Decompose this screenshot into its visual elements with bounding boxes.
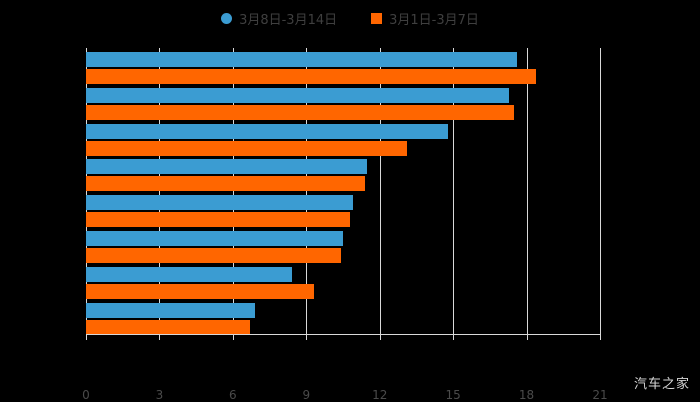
legend-marker-circle-icon — [221, 12, 233, 24]
gridline — [232, 48, 234, 335]
gridline — [379, 48, 381, 335]
bar[interactable] — [86, 52, 517, 67]
legend-marker-square-icon — [371, 12, 383, 24]
legend-label-series-0: 3月8日-3月14日 — [239, 12, 338, 28]
bar[interactable] — [86, 319, 250, 335]
watermark: 汽车之家 — [633, 377, 690, 392]
bar[interactable] — [86, 176, 366, 192]
bar[interactable] — [86, 266, 292, 282]
bar[interactable] — [86, 87, 510, 103]
gridline — [526, 48, 528, 335]
bar[interactable] — [86, 123, 449, 139]
legend-item-series-0[interactable]: 3月8日-3月14日 — [221, 9, 337, 28]
gridline — [159, 48, 161, 335]
bar[interactable] — [86, 140, 407, 156]
x-axis-tick-label: 12 — [372, 388, 388, 402]
bar[interactable] — [86, 195, 353, 211]
x-axis-tick-label: 6 — [229, 388, 237, 402]
x-axis-tick-mark — [526, 335, 528, 340]
x-axis-tick-mark — [306, 335, 308, 340]
bar[interactable] — [86, 231, 343, 246]
gridline — [86, 48, 87, 335]
bar[interactable] — [86, 104, 515, 120]
x-axis-tick-label: 18 — [518, 388, 535, 402]
bar[interactable] — [86, 159, 368, 175]
chart-legend: 3月8日-3月14日 3月1日-3月7日 — [0, 6, 700, 30]
legend-label-series-1: 3月1日-3月7日 — [389, 12, 479, 28]
gridline — [600, 48, 601, 335]
x-axis-tick-mark — [453, 335, 455, 340]
bar[interactable] — [86, 283, 314, 299]
x-axis-tick-label: 21 — [592, 388, 608, 402]
x-axis-line — [86, 334, 601, 335]
bar[interactable] — [86, 69, 537, 84]
legend-item-series-1[interactable]: 3月1日-3月7日 — [371, 9, 479, 28]
bar[interactable] — [86, 302, 255, 318]
x-axis-tick-label: 15 — [445, 388, 461, 402]
x-axis-tick-mark — [86, 335, 87, 340]
x-axis-tick-label: 0 — [82, 388, 90, 402]
x-axis-tick-mark — [600, 335, 601, 340]
x-axis-tick-label: 9 — [302, 388, 311, 402]
bar[interactable] — [86, 248, 341, 263]
bar[interactable] — [86, 212, 351, 228]
x-axis-tick-mark — [232, 335, 234, 340]
gridline — [453, 48, 455, 335]
x-axis-tick-label: 3 — [155, 388, 164, 402]
x-axis-tick-mark — [159, 335, 161, 340]
gridline — [306, 48, 308, 335]
x-axis-tick-mark — [379, 335, 381, 340]
